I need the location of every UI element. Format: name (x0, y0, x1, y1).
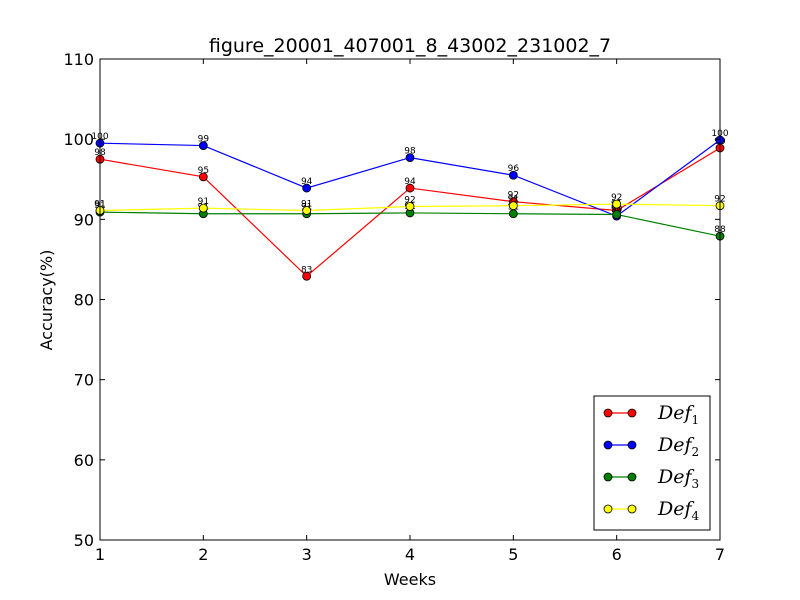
x-tick-label: 7 (715, 545, 725, 564)
x-tick-label: 1 (95, 545, 105, 564)
x-tick-label: 4 (405, 545, 415, 564)
x-tick-label: 2 (198, 545, 208, 564)
data-label: 83 (301, 265, 312, 275)
data-label: 91 (301, 200, 312, 210)
legend-marker (628, 409, 636, 417)
data-label: 92 (611, 193, 622, 203)
y-tick-label: 70 (74, 371, 94, 390)
x-tick-label: 5 (508, 545, 518, 564)
y-tick-label: 60 (74, 451, 94, 470)
x-tick-label: 3 (302, 545, 312, 564)
data-label: 95 (198, 166, 209, 176)
x-tick-label: 6 (612, 545, 622, 564)
data-label: 92 (404, 196, 415, 206)
legend-marker (604, 473, 612, 481)
y-tick-label: 100 (63, 130, 94, 149)
legend-marker (628, 505, 636, 513)
legend-marker (604, 505, 612, 513)
legend-marker (628, 441, 636, 449)
data-label: 94 (301, 177, 313, 187)
y-tick-label: 110 (63, 50, 94, 69)
data-label: 94 (404, 177, 416, 187)
data-label: 91 (508, 195, 519, 205)
data-label: 98 (404, 147, 416, 157)
legend-marker (604, 441, 612, 449)
x-axis-title: Weeks (384, 570, 436, 589)
legend-marker (604, 409, 612, 417)
y-tick-label: 90 (74, 210, 94, 229)
y-tick-label: 80 (74, 291, 94, 310)
y-tick-label: 50 (74, 531, 94, 550)
plot-area: 9895839492919910099949896901009191919191… (91, 129, 728, 280)
legend-marker (628, 473, 636, 481)
y-axis-title: Accuracy(%) (37, 250, 56, 351)
data-label: 91 (198, 197, 209, 207)
data-label: 99 (198, 135, 210, 145)
chart-title: figure_20001_407001_8_43002_231002_7 (209, 35, 611, 57)
data-label: 96 (508, 164, 520, 174)
